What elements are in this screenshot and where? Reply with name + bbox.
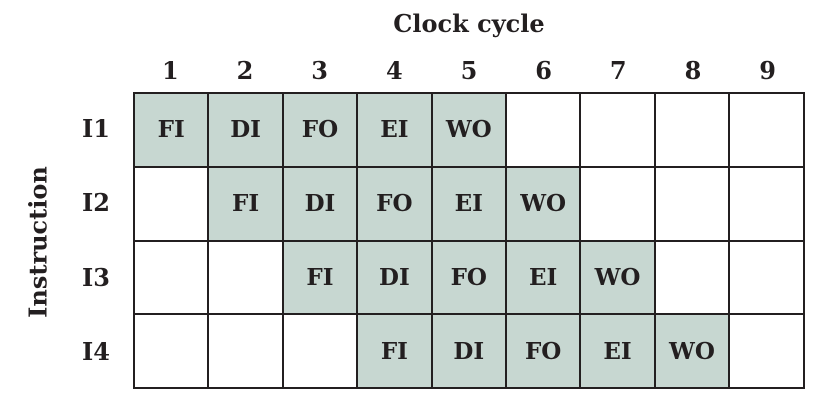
y-axis-title: Instruction bbox=[23, 166, 53, 318]
instruction-labels: I1 I2 I3 I4 bbox=[70, 92, 130, 389]
clock-cycle-headers: 1 2 3 4 5 6 7 8 9 bbox=[133, 53, 805, 89]
stage-cell: FI bbox=[209, 167, 284, 242]
pipeline-row: FI DI FO EI WO bbox=[135, 94, 805, 168]
pipeline-row: FI DI FO EI WO bbox=[135, 167, 805, 242]
pipeline-grid: FI DI FO EI WO FI DI FO EI WO FI DI FO EI WO FI DI FO EI WO bbox=[133, 92, 805, 389]
empty-cell bbox=[655, 241, 731, 316]
stage-cell: WO bbox=[655, 315, 731, 389]
cycle-header: 8 bbox=[684, 56, 702, 85]
empty-cell bbox=[655, 167, 731, 242]
empty-cell bbox=[581, 167, 656, 242]
cycle-header: 9 bbox=[759, 56, 776, 85]
cycle-header: 5 bbox=[460, 56, 478, 85]
stage-cell: FO bbox=[432, 241, 507, 316]
cycle-header: 1 bbox=[161, 56, 179, 85]
instruction-label: I4 bbox=[82, 336, 110, 366]
stage-cell: EI bbox=[581, 315, 656, 389]
stage-cell: FO bbox=[506, 315, 582, 389]
empty-cell bbox=[730, 167, 805, 242]
cycle-header: 2 bbox=[236, 56, 254, 85]
stage-cell: WO bbox=[581, 241, 656, 316]
cycle-header: 3 bbox=[311, 56, 328, 85]
empty-cell bbox=[209, 315, 284, 389]
stage-cell: DI bbox=[209, 94, 284, 168]
cycle-header: 6 bbox=[535, 56, 552, 85]
empty-cell bbox=[135, 167, 210, 242]
stage-cell: WO bbox=[506, 167, 582, 242]
instruction-label: I3 bbox=[82, 262, 110, 292]
empty-cell bbox=[506, 94, 582, 168]
stage-cell: EI bbox=[358, 94, 433, 168]
stage-cell: EI bbox=[506, 241, 582, 316]
pipeline-row: FI DI FO EI WO bbox=[135, 315, 805, 389]
empty-cell bbox=[283, 315, 359, 389]
empty-cell bbox=[730, 94, 805, 168]
empty-cell bbox=[135, 241, 210, 316]
stage-cell: DI bbox=[358, 241, 433, 316]
stage-cell: EI bbox=[432, 167, 507, 242]
empty-cell bbox=[135, 315, 210, 389]
stage-cell: DI bbox=[432, 315, 507, 389]
stage-cell: FI bbox=[358, 315, 433, 389]
stage-cell: FI bbox=[283, 241, 359, 316]
stage-cell: WO bbox=[432, 94, 507, 168]
x-axis-title: Clock cycle bbox=[393, 9, 545, 38]
instruction-label: I1 bbox=[82, 114, 110, 143]
stage-cell: FO bbox=[358, 167, 433, 242]
stage-cell: FO bbox=[283, 94, 359, 168]
stage-cell: FI bbox=[135, 94, 210, 168]
pipeline-row: FI DI FO EI WO bbox=[135, 241, 805, 316]
cycle-header: 4 bbox=[385, 56, 403, 85]
empty-cell bbox=[581, 94, 656, 168]
cycle-header: 7 bbox=[609, 56, 627, 85]
empty-cell bbox=[209, 241, 284, 316]
instruction-label: I2 bbox=[82, 188, 110, 218]
empty-cell bbox=[655, 94, 731, 168]
empty-cell bbox=[730, 315, 805, 389]
stage-cell: DI bbox=[283, 167, 359, 242]
empty-cell bbox=[730, 241, 805, 316]
